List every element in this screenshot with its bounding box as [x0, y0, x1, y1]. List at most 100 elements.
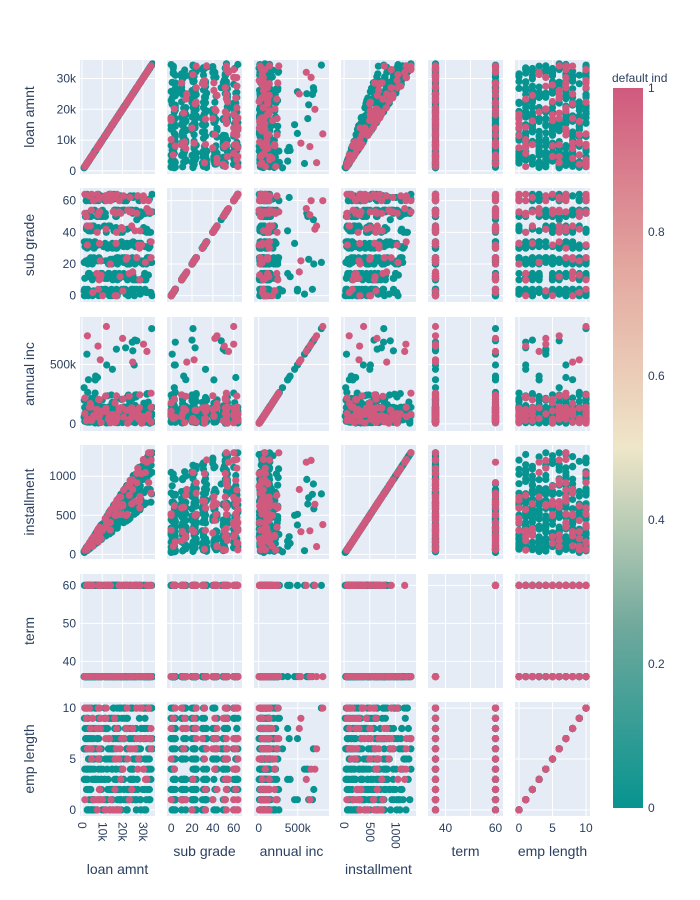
point — [171, 285, 179, 293]
point — [528, 124, 537, 132]
point — [548, 104, 557, 112]
point — [373, 225, 381, 233]
point — [377, 110, 386, 118]
point — [83, 222, 91, 230]
point — [170, 105, 178, 113]
point — [222, 90, 230, 99]
point — [211, 130, 219, 138]
point — [265, 130, 273, 138]
point — [190, 257, 198, 265]
point — [582, 66, 590, 74]
panel-loan-amnt-vs-term — [428, 60, 503, 174]
point — [548, 66, 557, 74]
point — [291, 239, 299, 247]
point — [273, 131, 281, 139]
point — [210, 79, 218, 87]
point — [295, 268, 303, 276]
point — [126, 290, 134, 298]
point — [129, 90, 137, 98]
point — [265, 91, 273, 99]
point — [431, 115, 440, 124]
point — [575, 130, 583, 138]
point — [136, 227, 144, 235]
point — [190, 131, 198, 139]
point — [230, 110, 238, 118]
point — [402, 238, 410, 246]
point — [258, 94, 266, 102]
point — [347, 190, 355, 198]
point — [383, 238, 391, 246]
point — [562, 84, 570, 92]
point — [555, 153, 563, 161]
point — [522, 95, 530, 103]
point — [407, 66, 415, 74]
point — [522, 78, 530, 86]
point — [192, 84, 200, 92]
point — [209, 144, 217, 152]
point — [389, 94, 397, 102]
point — [569, 144, 577, 153]
point — [535, 137, 543, 146]
point — [224, 68, 233, 76]
point — [491, 91, 500, 99]
panel-loan-amnt-vs-loan-amnt — [80, 60, 155, 174]
point — [213, 124, 221, 132]
point — [201, 108, 210, 116]
point — [95, 209, 103, 217]
point — [221, 108, 229, 116]
point — [515, 124, 523, 132]
point — [491, 86, 500, 94]
point — [401, 68, 409, 76]
point — [535, 144, 543, 152]
point — [348, 285, 356, 293]
point — [528, 91, 537, 99]
point — [431, 139, 440, 147]
point — [317, 61, 325, 69]
points — [341, 190, 415, 300]
point — [123, 98, 131, 106]
point — [319, 197, 327, 205]
point — [219, 160, 227, 168]
point — [304, 115, 312, 123]
point — [379, 95, 387, 103]
point — [232, 94, 240, 102]
point — [147, 254, 155, 262]
point — [582, 159, 590, 167]
point — [119, 105, 127, 113]
point — [400, 228, 408, 236]
point — [307, 197, 315, 205]
point — [344, 257, 352, 265]
panel-background — [428, 60, 503, 174]
panel-sub-grade-vs-term — [428, 188, 503, 302]
point — [343, 212, 351, 221]
point — [555, 122, 563, 130]
point — [542, 160, 550, 168]
point — [305, 255, 313, 263]
point — [491, 68, 500, 76]
point — [542, 105, 550, 113]
point — [352, 209, 360, 217]
point — [233, 104, 241, 112]
point — [431, 66, 440, 74]
point — [262, 274, 270, 282]
point — [374, 62, 382, 70]
point — [575, 99, 583, 107]
point — [582, 147, 590, 156]
point — [265, 107, 273, 115]
point — [491, 205, 500, 213]
point — [111, 292, 119, 300]
point — [223, 97, 231, 106]
point — [171, 142, 179, 150]
point — [136, 290, 144, 298]
point — [355, 257, 363, 265]
point — [141, 258, 149, 266]
point — [528, 103, 537, 111]
point — [491, 285, 500, 293]
point — [141, 285, 149, 293]
point — [188, 151, 196, 159]
point — [522, 143, 530, 151]
points — [80, 190, 155, 300]
point — [188, 124, 196, 132]
point — [569, 85, 577, 93]
point — [265, 238, 274, 246]
